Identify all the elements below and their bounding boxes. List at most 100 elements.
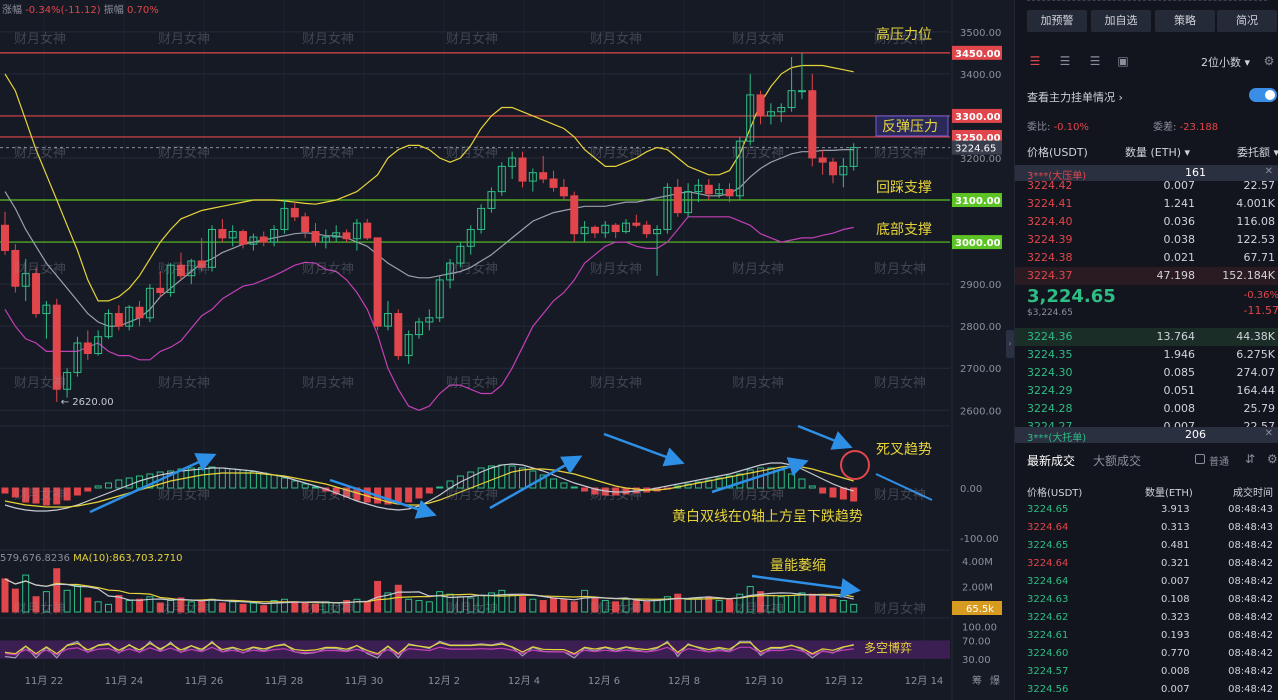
volume-bar (550, 597, 558, 613)
volume-bar (850, 603, 858, 613)
ask-row[interactable]: 3224.41 1.241 4.001K (1015, 195, 1278, 213)
candle-body (270, 228, 279, 243)
big-bid-row[interactable]: 3***(大托单) 206 ✕ (1015, 427, 1278, 444)
macd-annotation: 黄白双线在0轴上方呈下跌趋势 (672, 508, 863, 525)
normal-checkbox[interactable] (1195, 454, 1205, 464)
trade-time: 08:48:42 (1228, 648, 1273, 659)
candle-body (311, 231, 320, 243)
volume-legend: 579,676.8236 MA(10):863,703.2710 (0, 553, 183, 564)
macd-bar (291, 480, 299, 489)
bid-qty: 1.946 (1163, 348, 1196, 361)
settings-gear-icon[interactable]: ⚙ (1263, 54, 1275, 68)
orderbook-depth-icon[interactable]: ▣ (1117, 54, 1129, 68)
trade-row: 3224.64 0.313 08:48:43 (1015, 520, 1278, 538)
bid-qty: 0.008 (1163, 402, 1196, 415)
volume-bar (42, 591, 50, 613)
candle-body (829, 161, 837, 176)
close-icon[interactable]: ✕ (1264, 428, 1273, 439)
candle-body (228, 231, 237, 239)
trade-qty: 0.007 (1161, 684, 1190, 695)
tab-latest-trades[interactable]: 最新成交 (1027, 454, 1076, 468)
candle-body (239, 231, 248, 245)
strategy-button[interactable]: 策略 (1155, 10, 1215, 32)
candle-body (301, 216, 310, 233)
candle-body (539, 172, 548, 180)
candle-body (446, 262, 455, 281)
bid-row[interactable]: 3224.29 0.051 164.44 (1015, 382, 1278, 400)
candle-body (477, 207, 486, 230)
y-tick-label: 2800.00 (960, 322, 1001, 333)
volume-bar (746, 586, 754, 613)
orderbook-ratio: 委比: -0.10% 委差: -23.188 (1027, 118, 1277, 133)
ask-row[interactable]: 3224.42 0.007 22.57 (1015, 177, 1278, 195)
candle-body (849, 146, 858, 167)
bid-total: 44.38K (1236, 330, 1275, 343)
close-icon[interactable]: ✕ (1264, 166, 1273, 177)
volume-bar (539, 600, 547, 613)
orderbook-bids-icon[interactable]: ☰ (1059, 54, 1071, 68)
macd-bar (84, 487, 92, 492)
amplitude-label: 振幅 (103, 5, 124, 16)
orderbook-both-icon[interactable]: ☰ (1029, 54, 1041, 68)
overview-button[interactable]: 简况 (1217, 10, 1277, 32)
bid-row[interactable]: 3224.35 1.946 6.275K (1015, 346, 1278, 364)
volume-bar (529, 598, 537, 613)
trades-tabs: 最新成交 大额成交 普通 ⇵ ⚙ (1027, 452, 1278, 469)
col-price: 价格(USDT) (1027, 146, 1088, 159)
orderbook-asks-icon[interactable]: ☰ (1089, 54, 1101, 68)
candle-body (590, 226, 599, 234)
col-total[interactable]: 委托额 ▾ (1236, 146, 1278, 159)
macd-bar (53, 487, 61, 505)
collapse-panel-handle[interactable]: › (1006, 330, 1014, 358)
trend-arrow-down (603, 432, 685, 467)
candlestick-chart[interactable]: 3500.00 3400.00 3300.00 3200.00 3100.00 3000.… (0, 0, 1010, 700)
amplitude-value: 0.70% (126, 5, 159, 16)
volume-annotation: 量能萎缩 (770, 558, 826, 574)
candle-body (580, 226, 589, 235)
boll-upper-line (4, 64, 854, 302)
bid-row[interactable]: 3224.36 13.764 44.38K (1015, 328, 1278, 346)
macd-bar (229, 468, 237, 489)
volume-bar (384, 592, 392, 613)
precision-select[interactable]: 2位小数 ▾ (1201, 54, 1250, 70)
volume-bar (229, 601, 237, 613)
candle-body (145, 287, 154, 319)
bid-row[interactable]: 3224.28 0.008 25.79 (1015, 400, 1278, 418)
volume-bar (11, 588, 19, 613)
macd-bar (167, 470, 175, 489)
col-qty[interactable]: 数量 (ETH) ▾ (1125, 146, 1191, 159)
volume-bar (84, 597, 92, 613)
bid-total: 6.275K (1236, 348, 1275, 361)
volume-bar (167, 600, 175, 613)
tab-big-trades[interactable]: 大额成交 (1093, 454, 1142, 468)
ask-row[interactable]: 3224.38 0.021 67.71 (1015, 249, 1278, 267)
macd-bar (767, 467, 775, 489)
macd-bar (808, 485, 816, 489)
ask-row[interactable]: 3224.39 0.038 122.53 (1015, 231, 1278, 249)
macd-bar (63, 487, 71, 501)
x-tick-label: 12月 6 (588, 675, 620, 687)
add-alert-button[interactable]: 加预警 (1027, 10, 1087, 32)
chart-area[interactable]: 3500.00 3400.00 3300.00 3200.00 3100.00 3000.… (0, 0, 1010, 700)
candle-body (456, 245, 465, 264)
candle-body (135, 306, 144, 319)
volume-bar (632, 600, 640, 613)
big-ask-row[interactable]: 3***(大压单) 161 ✕ (1015, 165, 1278, 182)
ask-price: 3224.40 (1027, 215, 1073, 228)
volume-bar (456, 596, 464, 613)
ask-row[interactable]: 3224.40 0.036 116.08 (1015, 213, 1278, 231)
add-watchlist-button[interactable]: 加自选 (1091, 10, 1151, 32)
filter-icon[interactable]: ⇵ (1245, 452, 1256, 466)
volume-bar (663, 596, 671, 613)
macd-bar (280, 477, 288, 489)
bid-row[interactable]: 3224.30 0.085 274.07 (1015, 364, 1278, 382)
major-orders-toggle[interactable] (1249, 88, 1277, 102)
last-price-tag-label: 3224.65 (955, 144, 996, 155)
volume-bar (757, 591, 765, 613)
ask-row[interactable]: 3224.37 47.198 152.184K (1015, 267, 1278, 285)
x-tick-label: 12月 12 (825, 675, 864, 687)
volume-bar (22, 574, 30, 613)
orderbook-major-link[interactable]: 查看主力挂单情况 › (1027, 89, 1123, 105)
settings-icon[interactable]: ⚙ (1267, 452, 1278, 466)
chevron-right-icon: › (1118, 91, 1123, 104)
